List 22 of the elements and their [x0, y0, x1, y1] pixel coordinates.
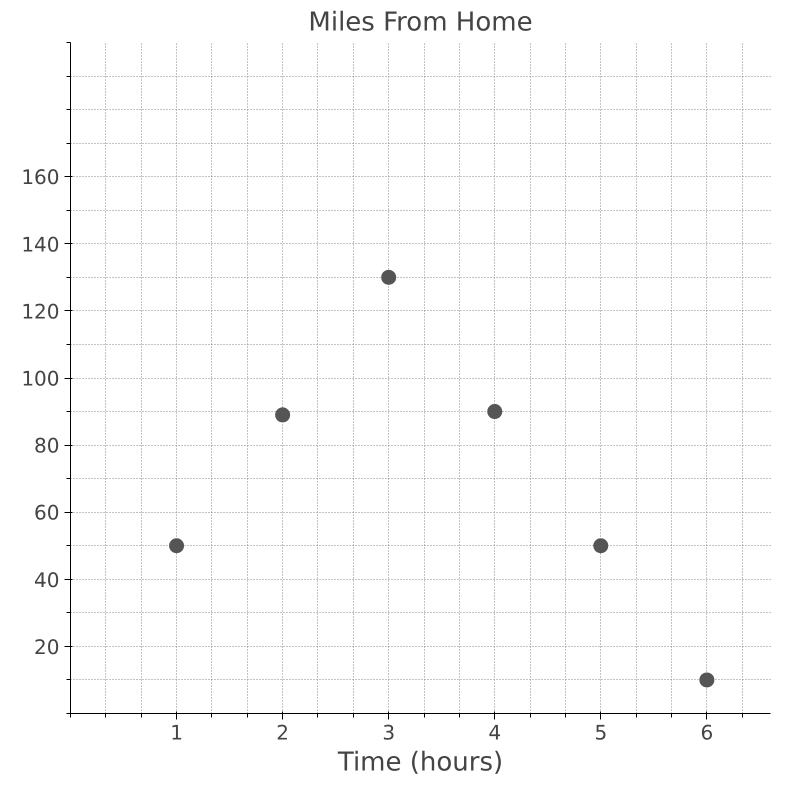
- x-tick-label: 5: [594, 720, 608, 744]
- point: [593, 538, 608, 554]
- y-tick-label: 120: [21, 299, 60, 324]
- y-tick-label: 80: [34, 434, 60, 458]
- y-tick-label: 20: [34, 634, 60, 659]
- x-tick-label: 4: [488, 720, 502, 744]
- x-tick-label: 6: [700, 720, 714, 744]
- chart-title: Miles From Home: [308, 8, 533, 38]
- y-tick-label: 40: [34, 568, 60, 592]
- x-tick-label: 3: [382, 720, 396, 744]
- point: [699, 672, 714, 688]
- y-tick-label: 60: [34, 500, 60, 525]
- x-tick-label: 2: [276, 720, 289, 744]
- y-tick-label: 160: [21, 165, 60, 190]
- x-tick-label: 1: [170, 720, 183, 744]
- point: [487, 404, 502, 420]
- point: [169, 538, 184, 554]
- y-tick-label: 100: [21, 366, 60, 390]
- x-axis-title: Time (hours): [336, 748, 504, 778]
- point: [381, 270, 396, 285]
- y-tick-label: 140: [21, 232, 60, 256]
- point: [275, 407, 290, 422]
